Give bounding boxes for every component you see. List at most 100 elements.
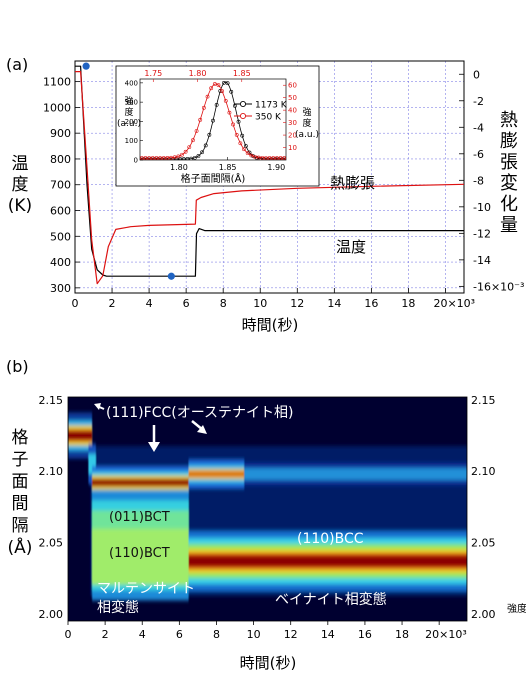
- vertical-label-char: 膨: [500, 131, 518, 152]
- inset-point: [231, 122, 235, 127]
- panel-b-label: (b): [6, 357, 29, 376]
- inset-point: [211, 118, 215, 123]
- intensity-label: 強度: [507, 602, 526, 615]
- inset-point: [152, 157, 157, 160]
- b-x-tick-label: 10: [247, 628, 261, 641]
- series-line-expansion: [75, 71, 464, 285]
- vertical-label-char: 隔: [12, 516, 29, 536]
- inset-y-tick-label: 200: [125, 118, 138, 126]
- vertical-label-char: 強: [124, 95, 133, 107]
- inset-point: [150, 156, 155, 160]
- y-left-tick-label: 1000: [43, 101, 71, 114]
- inset-point: [265, 157, 270, 160]
- inset-top-tick-label: 1.75: [144, 69, 162, 78]
- sample-point-marker: [167, 272, 175, 280]
- inset-point: [267, 156, 272, 160]
- inset-point: [269, 157, 274, 160]
- b-x-tick-label: 0: [65, 628, 72, 641]
- inset-ticks: 1.80 1.85 1.90 1.75 1.80 1.85 0 100 200 300 400 10 2…: [125, 69, 297, 172]
- b-y-tick-label-right: 2.15: [471, 394, 496, 407]
- vertical-label-char: 間: [12, 494, 29, 514]
- y-left-tick-label: 500: [50, 230, 71, 243]
- inset-y-right-tick-label: 40: [288, 107, 297, 115]
- inset-point: [223, 99, 228, 103]
- inset-point: [198, 117, 203, 122]
- inset-point: [158, 156, 162, 160]
- fcc-arrow-down: [148, 425, 160, 452]
- vertical-label-char: 熱: [500, 110, 518, 131]
- inset-point: [214, 102, 219, 107]
- inset-point: [196, 154, 201, 158]
- inset-point: [282, 156, 286, 160]
- inset-point: [260, 155, 265, 160]
- legend-marker-350: [239, 112, 247, 120]
- inset-point: [242, 147, 246, 152]
- b-x-tick-label: 6: [176, 628, 183, 641]
- inset-x-tick-label: 1.90: [267, 163, 285, 172]
- y-right-tick-label: 0: [473, 68, 480, 81]
- inset-series: [140, 80, 286, 160]
- y-right-tick-label: -4: [473, 121, 484, 134]
- inset-point: [238, 141, 243, 146]
- inset-point: [256, 155, 261, 160]
- inset-y-right-tick-label: 10: [288, 144, 297, 152]
- b-y-tick-label-right: 2.00: [471, 608, 496, 621]
- inset-y-tick-label: 300: [125, 99, 138, 107]
- inset-x-label: 格子面間隔(Å): [181, 172, 246, 185]
- inset-point: [220, 89, 225, 94]
- inset-top-tick-label: 1.80: [189, 69, 207, 78]
- inset-point: [274, 156, 279, 160]
- vertical-label-char: (a.u.): [117, 119, 141, 129]
- bcc-label: (110)BCC: [297, 531, 364, 547]
- x-tick-label: 14: [327, 297, 341, 310]
- inset-point: [149, 157, 153, 160]
- inset-y-right-label: 強度(a.u.): [295, 106, 319, 140]
- y-left-tick-label: 800: [50, 153, 71, 166]
- inset-point: [216, 83, 221, 88]
- inset-point: [140, 157, 142, 160]
- panel-a-y-left-label: 温度(K): [8, 154, 32, 216]
- vertical-label-char: 格: [12, 428, 29, 448]
- inset-point: [262, 157, 266, 160]
- inset-x-tick-label: 1.85: [219, 163, 237, 172]
- y-left-tick-label: 1100: [43, 76, 71, 89]
- y-left-tick-label: 700: [50, 179, 71, 192]
- inset-point: [169, 155, 173, 160]
- legend-label-1173: 1173 K: [255, 101, 288, 111]
- vertical-label-char: 量: [500, 215, 518, 236]
- heat-band-layer: [188, 556, 467, 567]
- inset-point: [234, 133, 239, 137]
- heat-band-layer: [92, 480, 189, 485]
- inset-frame-bg: [115, 65, 320, 187]
- x-tick-label: 6: [183, 297, 190, 310]
- x-tick-label: 20×10³: [433, 297, 475, 310]
- inset-point: [212, 82, 217, 86]
- y-right-tick-label: -12: [473, 227, 491, 240]
- panel-a-y-left-ticks: 300 400 500 600 700 800 900 1000 1100: [43, 76, 80, 295]
- vertical-label-char: (Å): [8, 536, 33, 558]
- inset-point: [284, 157, 286, 160]
- inset-point: [225, 81, 230, 86]
- x-tick-label: 12: [290, 297, 304, 310]
- inset-point: [254, 156, 259, 160]
- inset-point: [147, 156, 152, 160]
- inset-curve: [140, 81, 286, 160]
- x-tick-label: 16: [364, 297, 378, 310]
- heat-band-layer: [92, 528, 189, 585]
- inset-point: [245, 151, 250, 156]
- inset-point: [273, 157, 277, 160]
- inset-point: [271, 156, 276, 160]
- heatmap-image: [68, 397, 467, 621]
- x-tick-label: 10: [253, 297, 267, 310]
- inset-point: [249, 153, 254, 158]
- x-tick-label: 8: [220, 297, 227, 310]
- inset-point: [154, 156, 159, 160]
- fcc-arrow-left: [94, 403, 105, 410]
- panel-a-markers: [82, 62, 175, 280]
- inset-point: [192, 155, 197, 160]
- x-tick-label: 18: [401, 297, 415, 310]
- heat-band-layer: [68, 432, 93, 439]
- inset-point: [201, 105, 206, 110]
- heat-band-layer: [244, 468, 467, 481]
- inset-point: [143, 156, 148, 160]
